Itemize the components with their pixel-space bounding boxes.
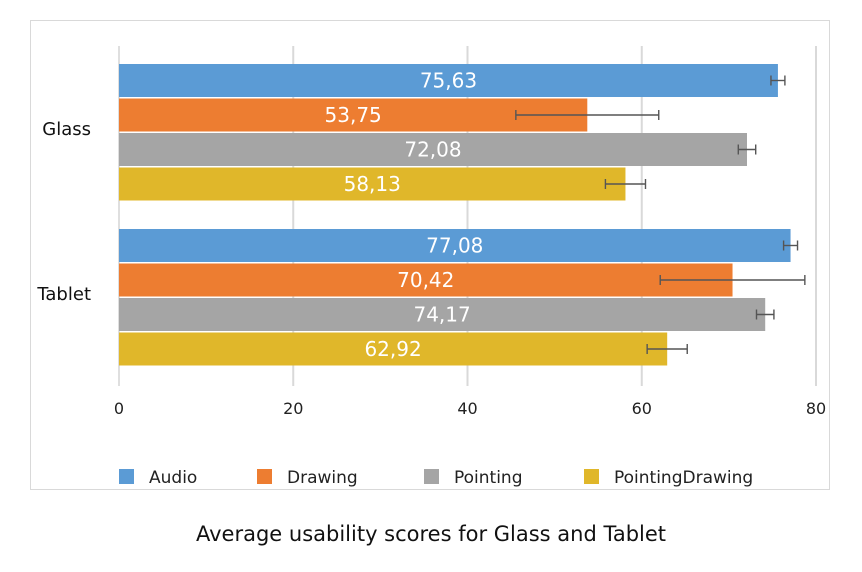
data-label: 58,13 [344,172,401,196]
bar-drawing-glass [119,98,588,132]
data-label: 74,17 [413,303,470,327]
bar-drawing-tablet [119,263,733,297]
data-label: 62,92 [364,337,421,361]
bar-pointing-glass [119,133,747,166]
bar-audio-tablet [119,229,791,262]
legend-label: PointingDrawing [614,468,753,488]
category-label: Glass [42,119,91,140]
data-label: 75,63 [420,69,477,93]
figure-caption: Average usability scores for Glass and T… [195,522,667,546]
data-label: 53,75 [325,103,382,127]
data-label: 77,08 [426,234,483,258]
category-label: Tablet [36,284,91,305]
x-tick-label: 60 [632,399,652,418]
legend-swatch [257,469,272,484]
bar-audio-glass [119,64,778,97]
x-tick-label: 20 [283,399,303,418]
chart-frame: 0 20 40 60 80 75,63 53,75 72,08 58,13 Glass 77,08 7… [30,20,830,490]
legend-label: Pointing [454,468,523,488]
x-tick-label: 80 [806,399,826,418]
data-label: 72,08 [404,138,461,162]
bar-pointingdrawing-tablet [119,332,668,366]
bar-pointingdrawing-glass [119,167,626,201]
bar-pointing-tablet [119,298,766,331]
x-tick-label: 40 [457,399,477,418]
legend-label: Audio [149,468,197,488]
x-tick-label: 0 [114,399,124,418]
legend-swatch [119,469,134,484]
legend-swatch [584,469,599,484]
legend-swatch [424,469,439,484]
legend-label: Drawing [287,468,358,488]
data-label: 70,42 [397,268,454,292]
